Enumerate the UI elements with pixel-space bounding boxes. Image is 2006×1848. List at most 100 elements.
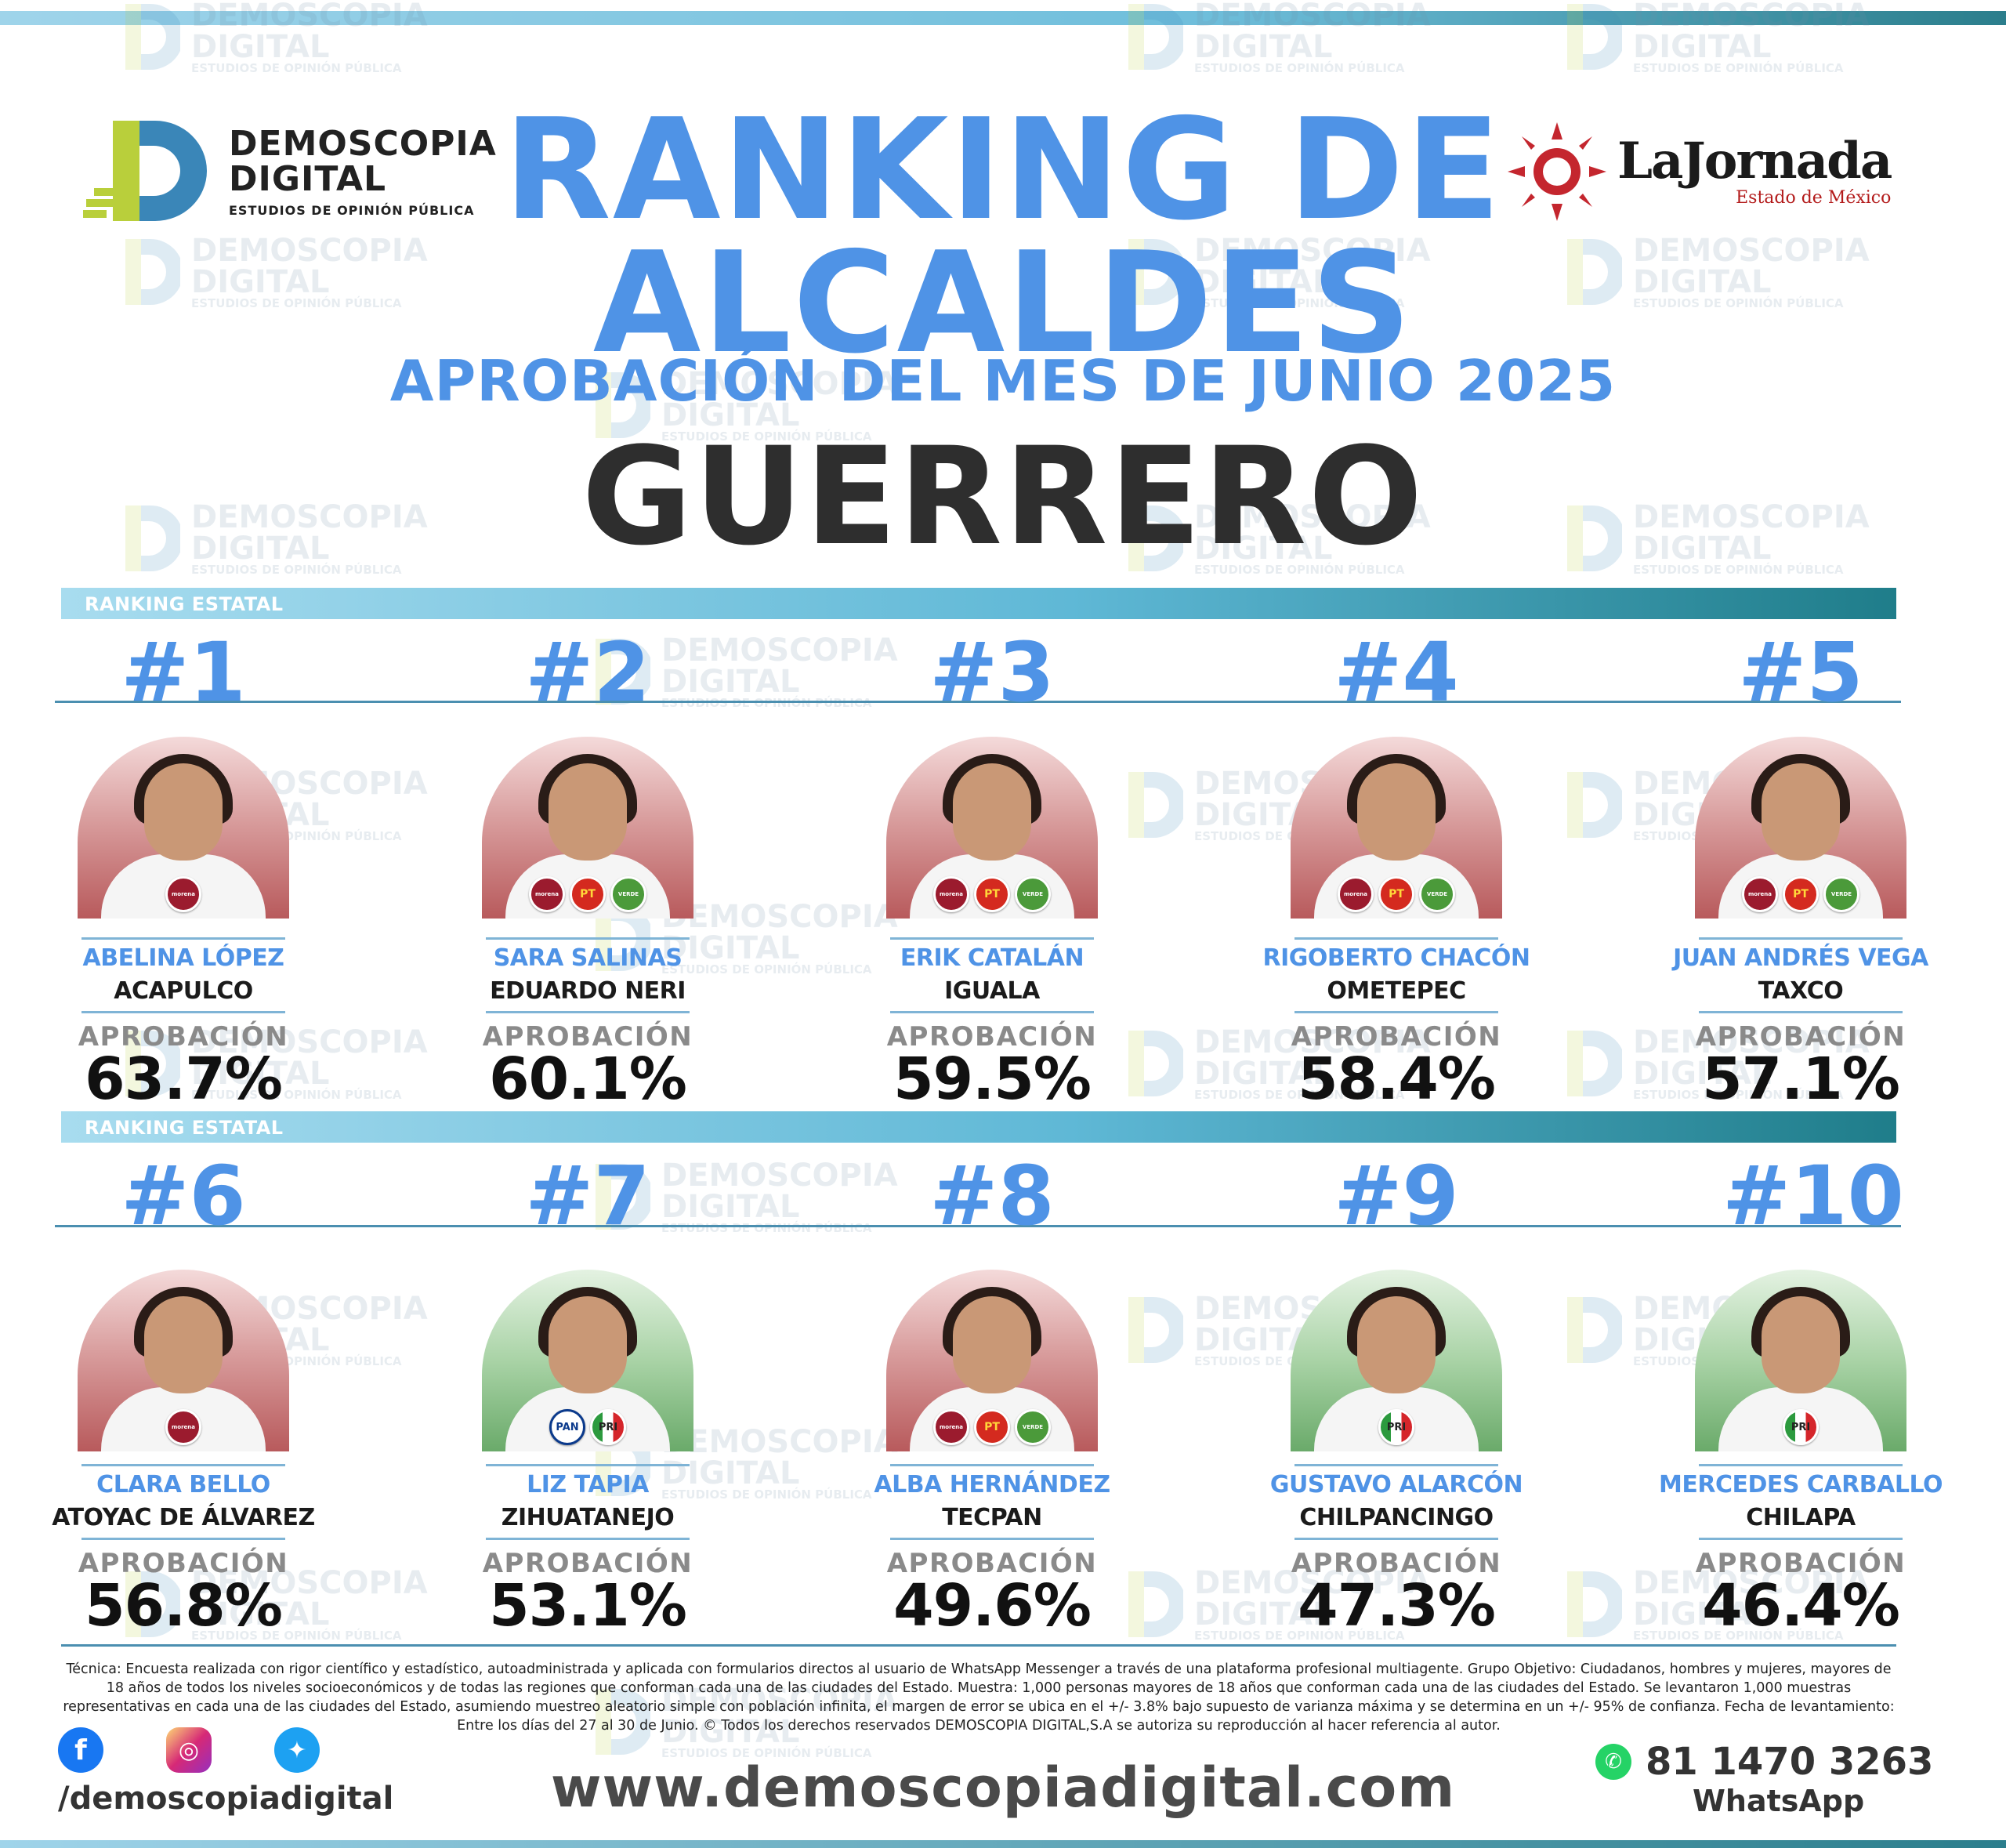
bottom-accent-bar xyxy=(0,1840,2006,1848)
watermark-line2: DIGITAL xyxy=(661,1714,800,1750)
mayor-city: IGUALA xyxy=(944,977,1040,1005)
watermark-line1: DEMOSCOPIA xyxy=(1194,233,1431,269)
city-underline xyxy=(1294,1538,1498,1540)
party-badges: PRI xyxy=(1291,1409,1502,1445)
party-badges: morena PT VERDE xyxy=(886,876,1098,912)
mayor-photo: morena xyxy=(78,737,289,919)
name-underline xyxy=(1294,937,1498,940)
city-underline xyxy=(81,1011,285,1013)
watermark-line1: DEMOSCOPIA xyxy=(1633,1565,1870,1601)
rank-number: #8 xyxy=(929,1148,1055,1244)
website-link[interactable]: www.demoscopiadigital.com xyxy=(550,1756,1456,1820)
watermark-line2: DIGITAL xyxy=(661,1455,800,1491)
whatsapp-icon: ✆ xyxy=(1595,1744,1631,1780)
city-underline xyxy=(890,1011,1094,1013)
portrait-face xyxy=(953,763,1031,861)
portrait-face xyxy=(144,763,223,861)
approval-value: 56.8% xyxy=(85,1572,283,1640)
lajornada-sun-icon xyxy=(1508,122,1606,221)
rank-number: #5 xyxy=(1738,625,1863,720)
watermark-line3: ESTUDIOS DE OPINIÓN PÚBLICA xyxy=(1194,1629,1405,1643)
approval-label: APROBACIÓN xyxy=(1695,1021,1906,1053)
approval-value: 59.5% xyxy=(893,1045,1092,1113)
watermark-line1: DEMOSCOPIA xyxy=(191,1024,428,1060)
morena-party-icon: morena xyxy=(1742,876,1778,912)
mayor-city: TAXCO xyxy=(1758,977,1844,1005)
demoscopia-d-icon xyxy=(110,504,183,574)
watermark-line2: DIGITAL xyxy=(661,1189,800,1225)
name-underline xyxy=(486,937,690,940)
portrait-face xyxy=(1357,1296,1436,1393)
whatsapp-label: WhatsApp xyxy=(1693,1784,1865,1818)
twitter-icon[interactable]: ✦ xyxy=(274,1727,320,1773)
morena-party-icon: morena xyxy=(165,1409,201,1445)
party-badges: PRI xyxy=(1695,1409,1906,1445)
rank-number: #7 xyxy=(525,1148,650,1244)
city-underline xyxy=(1294,1011,1498,1013)
portrait-face xyxy=(1357,763,1436,861)
portrait-face xyxy=(953,1296,1031,1393)
watermark-line2: DIGITAL xyxy=(1633,29,1772,65)
name-underline xyxy=(1699,1464,1903,1466)
mayor-city: ATOYAC DE ÁLVAREZ xyxy=(52,1504,315,1531)
party-badges: morena xyxy=(78,876,289,912)
watermark-line1: DEMOSCOPIA xyxy=(661,1683,898,1719)
watermark-line1: DEMOSCOPIA xyxy=(1194,0,1431,34)
mayor-city: TECPAN xyxy=(942,1504,1042,1531)
demoscopia-d-icon xyxy=(1552,504,1625,574)
demoscopia-d-icon xyxy=(580,1687,654,1758)
facebook-icon[interactable]: f xyxy=(58,1727,103,1773)
pt-party-icon: PT xyxy=(1783,876,1819,912)
approval-value: 53.1% xyxy=(489,1572,687,1640)
approval-value: 63.7% xyxy=(85,1045,283,1113)
demoscopia-d-icon xyxy=(1113,1029,1186,1100)
watermark-line3: ESTUDIOS DE OPINIÓN PÚBLICA xyxy=(191,1088,402,1102)
lajornada-name: LaJornada xyxy=(1617,131,1892,190)
watermark-line2: DIGITAL xyxy=(1194,29,1333,65)
title-line-1: RANKING DE xyxy=(503,89,1503,251)
approval-value: 57.1% xyxy=(1702,1045,1900,1113)
watermark-line2: DIGITAL xyxy=(191,1056,330,1092)
mayor-name: CLARA BELLO xyxy=(96,1471,270,1498)
watermark-line1: DEMOSCOPIA xyxy=(191,1565,428,1601)
demoscopia-logo: DEMOSCOPIA DIGITAL ESTUDIOS DE OPINIÓN P… xyxy=(83,118,497,227)
city-underline xyxy=(1699,1538,1903,1540)
watermark-line1: DEMOSCOPIA xyxy=(661,1158,898,1194)
city-underline xyxy=(486,1011,690,1013)
watermark-line3: ESTUDIOS DE OPINIÓN PÚBLICA xyxy=(191,296,402,310)
demoscopia-d-icon xyxy=(1113,237,1186,308)
demoscopia-d-icon xyxy=(1113,770,1186,841)
rank-number: #1 xyxy=(121,625,246,720)
ranking-bar-top: RANKING ESTATAL xyxy=(61,588,1896,619)
rank-number: #9 xyxy=(1334,1148,1459,1244)
demoscopia-d-icon xyxy=(1113,1570,1186,1640)
state-title: GUERRERO xyxy=(581,418,1425,575)
verde-party-icon: VERDE xyxy=(1419,876,1455,912)
subtitle: APROBACIÓN DEL MES DE JUNIO 2025 xyxy=(389,348,1617,414)
portrait-face xyxy=(549,1296,627,1393)
approval-label: APROBACIÓN xyxy=(1291,1548,1502,1579)
watermark-line1: DEMOSCOPIA xyxy=(661,899,898,935)
mayor-name: ALBA HERNÁNDEZ xyxy=(874,1471,1110,1498)
approval-label: APROBACIÓN xyxy=(1291,1021,1502,1053)
watermark-line3: ESTUDIOS DE OPINIÓN PÚBLICA xyxy=(661,962,872,977)
demoscopia-d-icon xyxy=(110,1570,183,1640)
watermark-line2: DIGITAL xyxy=(191,531,330,567)
instagram-icon[interactable]: ◎ xyxy=(166,1727,212,1773)
social-icons: f ◎ ✦ xyxy=(58,1727,320,1773)
demoscopia-d-icon xyxy=(1552,1029,1625,1100)
ranking-bar-label: RANKING ESTATAL xyxy=(85,593,284,615)
watermark-line3: ESTUDIOS DE OPINIÓN PÚBLICA xyxy=(1633,296,1844,310)
watermark-line2: DIGITAL xyxy=(661,664,800,700)
mayor-name: GUSTAVO ALARCÓN xyxy=(1269,1471,1523,1498)
demoscopia-d-icon xyxy=(1552,1570,1625,1640)
ranking-bar-bottom: RANKING ESTATAL xyxy=(61,1111,1896,1143)
party-badges: morena PT VERDE xyxy=(1695,876,1906,912)
pri-party-icon: PRI xyxy=(590,1409,626,1445)
pri-party-icon: PRI xyxy=(1783,1409,1819,1445)
